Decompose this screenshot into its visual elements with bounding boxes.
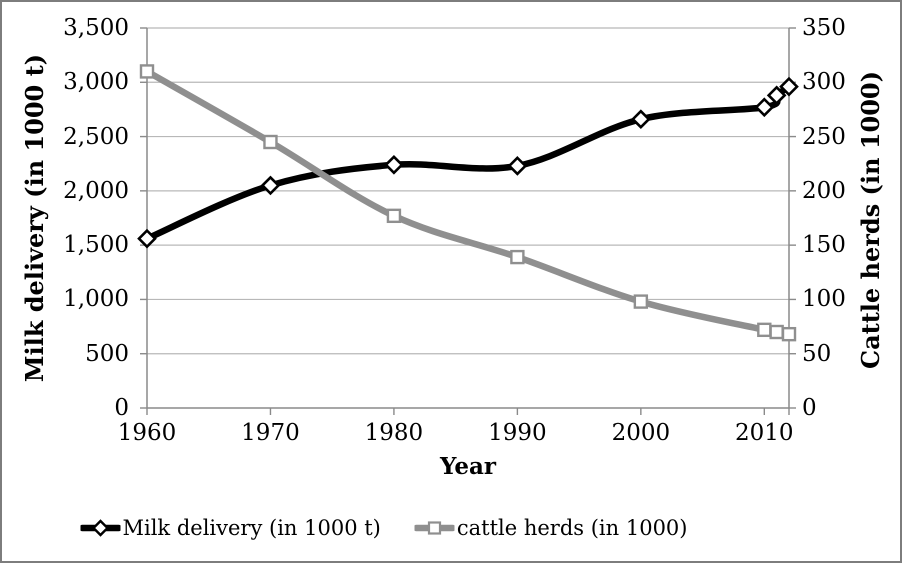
- legend-label-milk-delivery: Milk delivery (in 1000 t): [122, 516, 381, 540]
- square-marker: [139, 64, 155, 79]
- diamond-marker: [779, 76, 799, 97]
- square-marker: [781, 326, 797, 342]
- left-axis-tick-label: 2,000: [63, 177, 129, 204]
- milk-delivery-series-swatch-icon: [80, 519, 121, 537]
- square-marker: [633, 294, 649, 309]
- square-marker: [757, 322, 772, 338]
- right-axis-tick-label: 100: [802, 286, 846, 313]
- diamond-marker: [384, 154, 404, 175]
- x-axis-tick-label: 1990: [488, 420, 547, 446]
- square-marker: [769, 324, 784, 340]
- legend-item-milk-delivery: Milk delivery (in 1000 t): [80, 514, 381, 542]
- x-axis-tick-label: 1970: [241, 420, 300, 446]
- cattle-herds-series-swatch-icon: [414, 521, 455, 535]
- x-axis-tick-label: 2010: [735, 420, 794, 446]
- left-axis-title: Milk delivery (in 1000 t): [20, 53, 49, 383]
- series-line-0: [143, 83, 793, 242]
- left-axis-tick-label: 2,500: [63, 123, 129, 150]
- diamond-marker: [137, 228, 157, 249]
- right-axis-tick-label: 250: [802, 123, 846, 150]
- left-axis-tick-label: 500: [85, 340, 129, 367]
- left-axis-tick-label: 1,500: [63, 232, 129, 259]
- right-axis-tick-label: 350: [802, 15, 846, 41]
- right-axis-tick-label: 50: [802, 340, 832, 367]
- x-axis-title: Year: [439, 453, 497, 480]
- diamond-marker: [754, 97, 775, 118]
- right-axis-tick-label: 300: [802, 69, 846, 96]
- square-marker: [263, 134, 278, 150]
- left-axis-tick-label: 3,000: [63, 69, 129, 96]
- diamond-marker: [631, 109, 651, 130]
- legend: Milk delivery (in 1000 t) cattle herds (…: [80, 514, 688, 542]
- diamond-marker: [766, 85, 787, 106]
- diamond-marker: [507, 156, 528, 176]
- x-axis-tick-label: 1960: [117, 420, 177, 446]
- legend-diamond-marker: [91, 519, 110, 537]
- left-axis-tick-label: 0: [114, 395, 129, 421]
- x-axis-tick-label: 1980: [364, 420, 424, 446]
- right-axis-tick-label: 150: [802, 232, 846, 259]
- right-axis-tick-label: 200: [802, 177, 846, 204]
- legend-label-cattle-herds: cattle herds (in 1000): [456, 516, 688, 540]
- legend-item-cattle-herds: cattle herds (in 1000): [414, 514, 688, 542]
- right-axis-tick-label: 0: [802, 395, 817, 421]
- left-axis-tick-label: 1,000: [63, 286, 129, 313]
- x-axis-tick-label: 2000: [611, 420, 671, 446]
- left-axis-tick-label: 3,500: [63, 15, 129, 41]
- legend-square-marker: [428, 521, 442, 535]
- square-marker: [510, 249, 525, 265]
- square-marker: [386, 208, 402, 224]
- diamond-marker: [260, 175, 281, 196]
- right-axis-title: Cattle herds (in 1000): [856, 71, 885, 370]
